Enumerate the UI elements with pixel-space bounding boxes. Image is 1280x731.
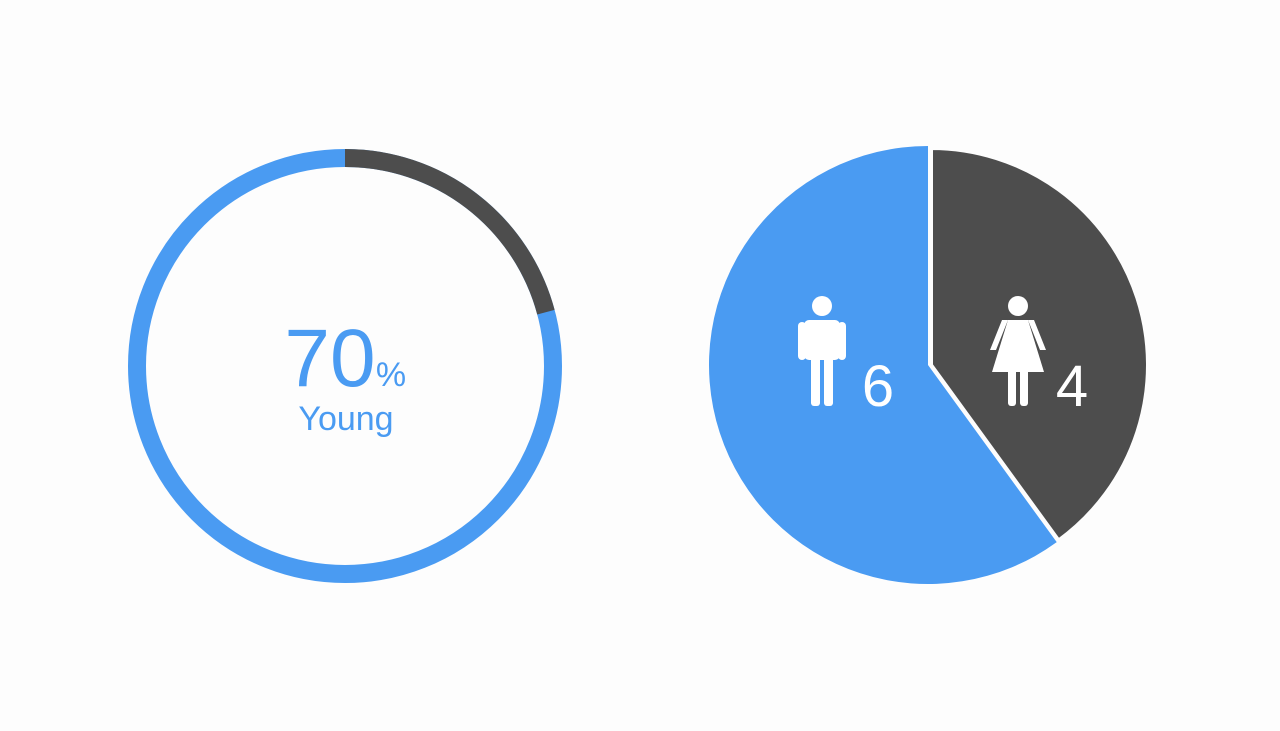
pie-label-female: 4: [1056, 354, 1088, 419]
gauge-unit: %: [376, 356, 406, 394]
female-person-icon: [990, 296, 1046, 406]
pie-slice-male: [709, 146, 1057, 584]
gauge-ring-dark-arc: [344, 149, 555, 315]
pie-label-male: 6: [862, 354, 894, 419]
male-person-icon: [798, 296, 846, 406]
gauge-value: 70: [284, 313, 375, 404]
gauge-label: Young: [298, 400, 393, 438]
gender-pie: 6 4: [709, 145, 1150, 584]
young-gauge: 70 % Young: [128, 149, 562, 583]
